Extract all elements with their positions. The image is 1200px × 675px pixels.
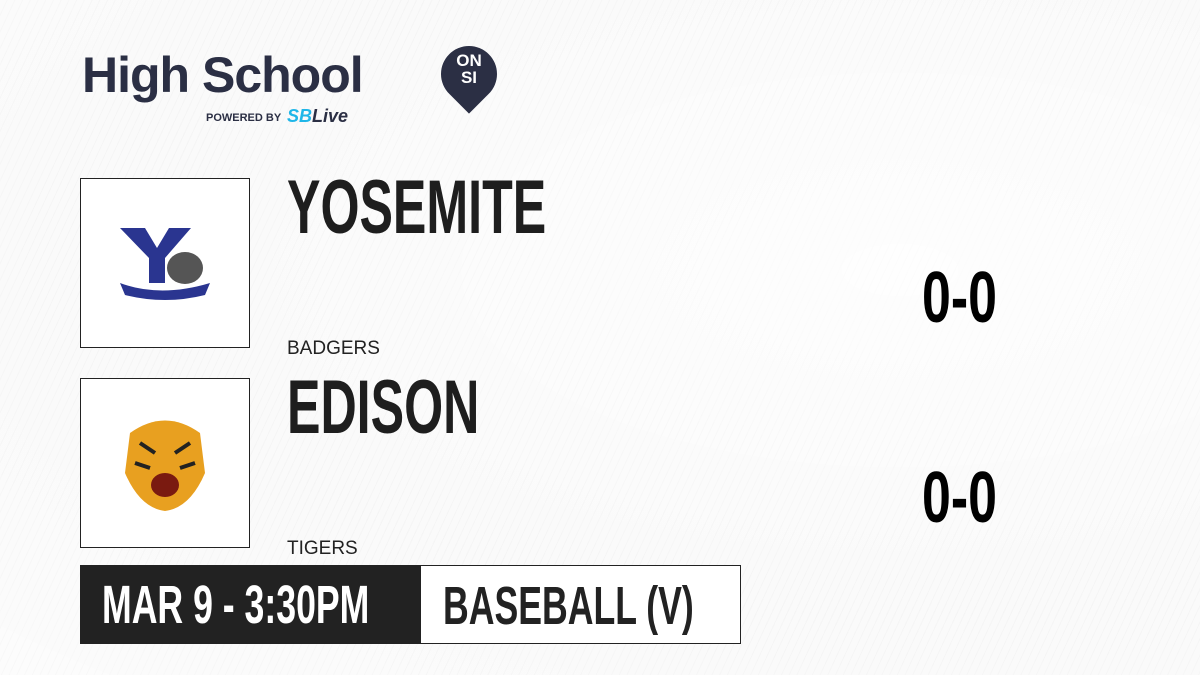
game-datetime: MAR 9 - 3:30PM [102,575,370,635]
team-logo-yosemite [80,178,250,348]
team-name-away: EDISON [287,365,480,450]
team-mascot-away: TIGERS [287,538,358,559]
powered-by: POWERED BY [206,112,282,124]
tiger-logo-icon [125,420,205,511]
on-si-badge: ON SI [441,52,497,86]
game-sport-box: BASEBALL (V) [420,565,741,644]
badge-top: ON [456,51,482,70]
team-name-home: YOSEMITE [287,165,547,250]
brand-title: High School [82,47,364,103]
sblive-prefix: SB [287,106,313,126]
sblive-suffix: Live [312,106,349,126]
team-score-home: 0-0 [922,258,997,338]
team-mascot-home: BADGERS [287,338,380,359]
game-sport: BASEBALL (V) [443,576,694,636]
sblive-logo: SBLive [287,106,348,127]
badger-logo-icon [120,228,210,300]
team-logo-edison [80,378,250,548]
game-datetime-box: MAR 9 - 3:30PM [80,565,421,644]
team-score-away: 0-0 [922,458,997,538]
badge-bottom: SI [460,68,478,87]
